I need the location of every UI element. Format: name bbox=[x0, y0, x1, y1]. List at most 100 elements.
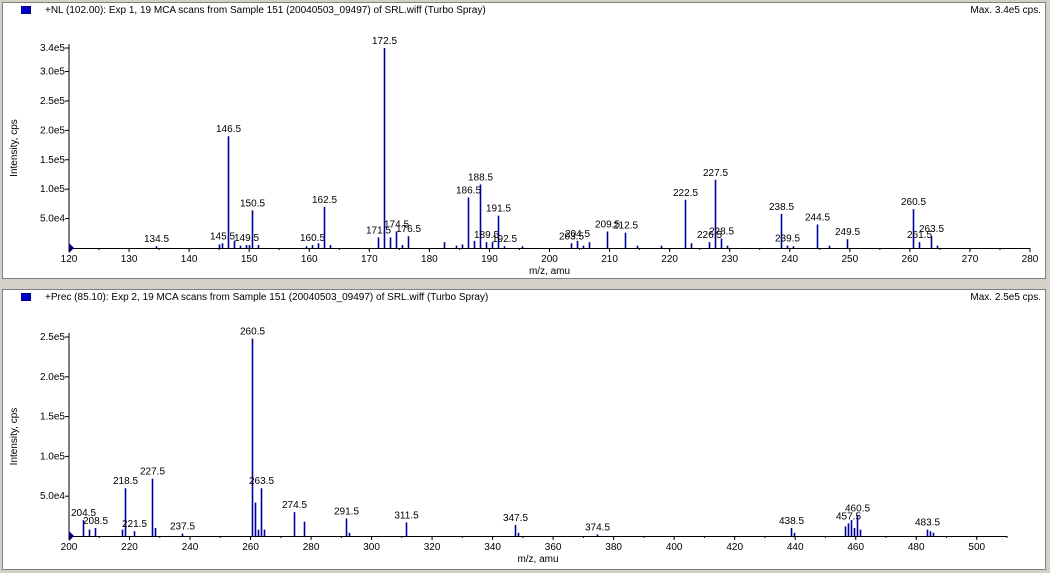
max-intensity-label: Max. 3.4e5 cps. bbox=[970, 5, 1041, 16]
peak-label: 274.5 bbox=[282, 500, 307, 511]
spectrum-chart-prec[interactable]: 200 220 240 260 280 300 320 340 360 380 400 420 440 4… bbox=[3, 290, 1045, 569]
x-tick-label: 260 bbox=[902, 254, 919, 265]
x-tick-label: 270 bbox=[962, 254, 979, 265]
peak-label: 261.5 bbox=[907, 230, 932, 241]
peak-label: 460.5 bbox=[845, 503, 870, 514]
peak-label: 208.5 bbox=[83, 516, 108, 527]
axis-origin-marker bbox=[69, 243, 74, 253]
y-tick-label: 1.5e5 bbox=[40, 412, 65, 423]
y-tick-label: 2.5e5 bbox=[40, 332, 65, 343]
trace-color-icon[interactable] bbox=[21, 293, 31, 301]
spectrum-title: +NL (102.00): Exp 1, 19 MCA scans from S… bbox=[45, 5, 486, 16]
x-tick-label: 240 bbox=[781, 254, 798, 265]
peak-label: 227.5 bbox=[703, 168, 728, 179]
peak-label: 249.5 bbox=[835, 227, 860, 238]
peak-label: 221.5 bbox=[122, 519, 147, 530]
y-tick-label: 1.0e5 bbox=[40, 184, 65, 195]
peak-label: 204.5 bbox=[565, 229, 590, 240]
peak-label: 238.5 bbox=[769, 202, 794, 213]
y-axis-label: Intensity, cps bbox=[9, 119, 20, 177]
peak-label: 263.5 bbox=[919, 224, 944, 235]
y-tick-label: 1.0e5 bbox=[40, 451, 65, 462]
spectrum-chart-nl[interactable]: 120 130 140 150 160 170 180 190 200 210 220 230 240 2… bbox=[3, 3, 1045, 278]
peak-label: 438.5 bbox=[779, 516, 804, 527]
panel-header: +NL (102.00): Exp 1, 19 MCA scans from S… bbox=[3, 3, 1045, 19]
peak-label: 347.5 bbox=[503, 513, 528, 524]
peak-label: 186.5 bbox=[456, 185, 481, 196]
y-tick-label: 3.4e5 bbox=[40, 43, 65, 54]
x-tick-label: 160 bbox=[301, 254, 318, 265]
x-tick-label: 280 bbox=[303, 542, 320, 553]
peak-label: 457.5 bbox=[836, 511, 861, 522]
peak-label: 228.5 bbox=[709, 227, 734, 238]
x-tick-label: 420 bbox=[726, 542, 743, 553]
peak-label: 160.5 bbox=[300, 233, 325, 244]
y-tick-label: 2.0e5 bbox=[40, 372, 65, 383]
x-tick-label: 220 bbox=[121, 542, 138, 553]
x-tick-label: 190 bbox=[481, 254, 498, 265]
x-tick-label: 170 bbox=[361, 254, 378, 265]
x-tick-label: 340 bbox=[484, 542, 501, 553]
peak-label: 311.5 bbox=[394, 510, 419, 521]
peak-label: 149.5 bbox=[234, 233, 259, 244]
peak-label: 204.5 bbox=[71, 508, 96, 519]
peak-label: 483.5 bbox=[915, 518, 940, 529]
x-tick-label: 220 bbox=[661, 254, 678, 265]
x-tick-label: 200 bbox=[541, 254, 558, 265]
panel-header: +Prec (85.10): Exp 2, 19 MCA scans from … bbox=[3, 290, 1045, 306]
y-tick-label: 5.0e4 bbox=[40, 491, 65, 502]
x-tick-label: 120 bbox=[61, 254, 78, 265]
x-tick-label: 400 bbox=[666, 542, 683, 553]
axis-origin-marker bbox=[69, 531, 74, 541]
peak-label: 244.5 bbox=[805, 212, 830, 223]
peak-label: 203.5 bbox=[559, 231, 584, 242]
peak-label: 146.5 bbox=[216, 124, 241, 135]
x-tick-label: 460 bbox=[847, 542, 864, 553]
spectrum-panel-nl: +NL (102.00): Exp 1, 19 MCA scans from S… bbox=[2, 2, 1046, 279]
peak-label: 188.5 bbox=[468, 172, 493, 183]
x-tick-label: 150 bbox=[241, 254, 258, 265]
peak-label: 222.5 bbox=[673, 188, 698, 199]
peak-label: 263.5 bbox=[249, 476, 274, 487]
y-tick-label: 2.5e5 bbox=[40, 96, 65, 107]
peak-label: 260.5 bbox=[240, 327, 265, 338]
x-axis-label: m/z, amu bbox=[529, 266, 570, 277]
peak-label: 212.5 bbox=[613, 221, 638, 232]
y-tick-label: 3.0e5 bbox=[40, 67, 65, 78]
x-tick-label: 280 bbox=[1022, 254, 1039, 265]
spectrum-title: +Prec (85.10): Exp 2, 19 MCA scans from … bbox=[45, 292, 489, 303]
x-tick-label: 440 bbox=[787, 542, 804, 553]
x-tick-label: 180 bbox=[421, 254, 438, 265]
peak-label: 145.5 bbox=[210, 231, 235, 242]
peak-label: 260.5 bbox=[901, 197, 926, 208]
x-tick-label: 130 bbox=[121, 254, 138, 265]
x-tick-label: 200 bbox=[61, 542, 78, 553]
peak-label: 171.5 bbox=[366, 225, 391, 236]
peak-label: 176.5 bbox=[396, 224, 421, 235]
peak-label: 150.5 bbox=[240, 198, 265, 209]
trace-color-icon[interactable] bbox=[21, 6, 31, 14]
peak-label: 162.5 bbox=[312, 195, 337, 206]
x-tick-label: 380 bbox=[605, 542, 622, 553]
y-tick-label: 1.5e5 bbox=[40, 155, 65, 166]
x-tick-label: 230 bbox=[721, 254, 738, 265]
peak-label: 227.5 bbox=[140, 467, 165, 478]
x-axis-label: m/z, amu bbox=[517, 554, 558, 565]
peak-label: 239.5 bbox=[775, 234, 800, 245]
y-axis-label: Intensity, cps bbox=[9, 408, 20, 466]
peak-label: 191.5 bbox=[486, 204, 511, 215]
peak-label: 291.5 bbox=[334, 506, 359, 517]
x-tick-label: 140 bbox=[181, 254, 198, 265]
peak-label: 237.5 bbox=[170, 522, 195, 533]
x-tick-label: 250 bbox=[841, 254, 858, 265]
peak-label: 226.5 bbox=[697, 230, 722, 241]
x-tick-label: 320 bbox=[424, 542, 441, 553]
peak-label: 189.5 bbox=[474, 230, 499, 241]
peak-label: 218.5 bbox=[113, 476, 138, 487]
peak-label: 172.5 bbox=[372, 36, 397, 47]
peak-label: 374.5 bbox=[585, 522, 610, 533]
x-tick-label: 360 bbox=[545, 542, 562, 553]
peak-label: 174.5 bbox=[384, 220, 409, 231]
peak-label: 134.5 bbox=[144, 234, 169, 245]
peak-label: 192.5 bbox=[492, 234, 517, 245]
